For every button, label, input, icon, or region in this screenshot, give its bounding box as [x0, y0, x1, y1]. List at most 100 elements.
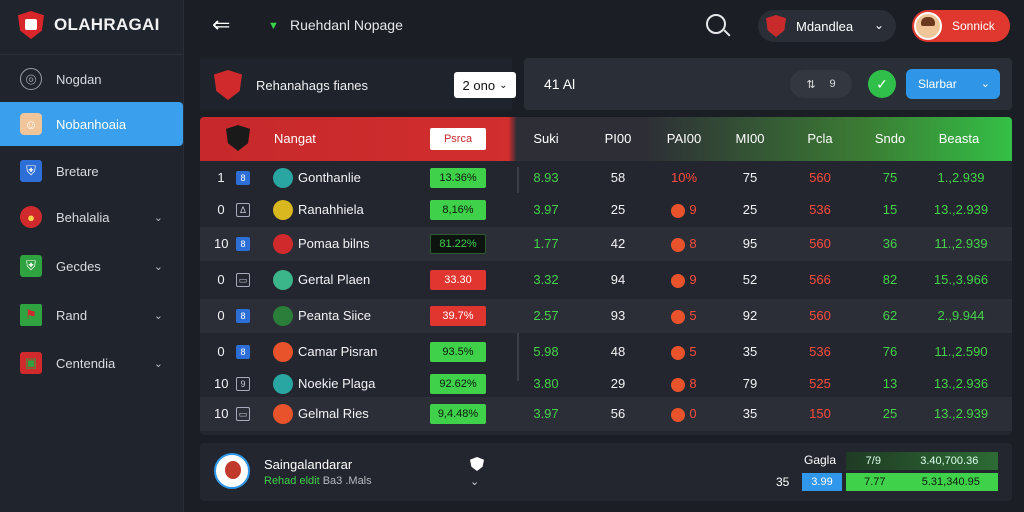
row-team-name[interactable]: Camar Pisran	[298, 344, 378, 359]
col-c2[interactable]: PI00	[604, 131, 632, 146]
footer-panel: Saingalandarar Rehad eldit Ba3 .Mals ⌄ G…	[200, 443, 1012, 501]
sidebar-item-1[interactable]: ☺ Nobanhoaia	[0, 102, 183, 146]
footer-bar-2-a: 3.99	[802, 473, 842, 491]
row-position-badge: 9	[236, 377, 250, 391]
row-c5: 560	[800, 170, 840, 185]
view-toggle-value: 9	[829, 78, 836, 90]
row-c5-value: 536	[809, 344, 831, 359]
back-arrow-icon[interactable]: ⇐	[212, 12, 231, 37]
footer-subtitle: Rehad eldit Ba3 .Mals	[264, 475, 372, 487]
row-team-name[interactable]: Noekie Plaga	[298, 376, 376, 391]
row-c3: 0	[662, 406, 706, 422]
fire-icon	[671, 377, 686, 392]
table-row[interactable]: 0 8 Camar Pisran 93.5% 5.98 48 5 35 536 76 11.,2.5…	[200, 335, 1012, 369]
player-icon: ☺	[20, 113, 42, 135]
col-chip[interactable]: Psrca	[430, 128, 486, 150]
row-rank: 0	[217, 272, 225, 287]
row-c4: 35	[742, 406, 758, 421]
footer-name: Saingalandarar	[264, 457, 353, 472]
row-team-name[interactable]: Ranahhiela	[298, 202, 364, 217]
row-c3-value: 8	[689, 376, 697, 391]
view-toggle[interactable]: ⇅ 9	[790, 70, 852, 98]
brand[interactable]: OLAHRAGAI	[18, 10, 160, 40]
col-c4[interactable]: MI00	[735, 131, 765, 146]
season-select[interactable]: 2 ono ⌄	[454, 72, 516, 98]
row-c3-value: 5	[689, 308, 697, 323]
fire-icon	[671, 203, 686, 218]
row-c1: 5.98	[533, 344, 559, 359]
user-button[interactable]: Sonnick	[912, 10, 1010, 42]
row-c5-value: 560	[809, 236, 831, 251]
col-c5[interactable]: Pcla	[807, 131, 833, 146]
row-c3-value: 0	[689, 406, 697, 421]
row-c5: 536	[800, 202, 840, 217]
sidebar-item-2[interactable]: ⛨ Bretare	[0, 149, 183, 193]
table-row[interactable]: 0 ▭ Gertal Plaen 33.30 3.32 94 9 52 566 82 15.,3.9…	[200, 263, 1012, 297]
standings-table: Nangat Psrca Suki PI00 PAI00 MI00 Pcla S…	[200, 117, 1012, 435]
sidebar-item-label: Bretare	[56, 163, 99, 179]
sidebar-item-label: Gecdes	[56, 258, 101, 274]
row-c3: 8	[662, 376, 706, 392]
table-row[interactable]: 10 ▭ Gelmal Ries 9,4.48% 3.97 56 0 35 150 25 13.,2…	[200, 397, 1012, 431]
row-c3: 10%	[662, 170, 706, 185]
chevron-down-icon[interactable]: ⌄	[470, 476, 480, 488]
sidebar-item-4[interactable]: ⛨ Gecdes ⌄	[0, 244, 183, 288]
team-logo-icon	[273, 200, 293, 220]
table-row[interactable]: 0 8 Peanta Siice 39.7% 2.57 93 5 92 560 62 2.,9.94…	[200, 299, 1012, 333]
fire-icon	[671, 309, 686, 324]
row-team-name[interactable]: Pomaa bilns	[298, 236, 370, 251]
row-team-name[interactable]: Gonthanlie	[298, 170, 361, 185]
row-c6: 13	[882, 376, 898, 391]
confirm-button[interactable]: ✓	[868, 70, 896, 98]
sidebar-item-5[interactable]: ⚑ Rand ⌄	[0, 293, 183, 337]
row-c3-value: 8	[689, 236, 697, 251]
team-logo-icon	[273, 234, 293, 254]
row-c3: 5	[662, 308, 706, 324]
team-crest-icon	[766, 15, 786, 37]
row-rank: 0	[217, 344, 225, 359]
row-percentage: 39.7%	[430, 306, 486, 326]
sidebar-item-3[interactable]: ● Behalalia ⌄	[0, 195, 183, 239]
row-c1: 3.97	[533, 406, 559, 421]
footer-label-2: 35	[776, 475, 790, 489]
sidebar-item-0[interactable]: ◎ Nogdan	[0, 57, 183, 101]
col-team[interactable]: Nangat	[274, 131, 316, 146]
footer-bar-2-b2: 5.31,340.95	[921, 476, 980, 488]
row-team-name[interactable]: Gelmal Ries	[298, 406, 369, 421]
footer-bar-1: 7/9 3.40,700.36	[846, 452, 998, 470]
table-row[interactable]: 10 8 Pomaa bilns 81.22% 1.77 42 8 95 560 36 11.,2.…	[200, 227, 1012, 261]
table-row[interactable]: 0 Δ Ranahhiela 8,16% 3.97 25 9 25 536 15 13.,2.939	[200, 193, 1012, 227]
row-rank: 0	[217, 308, 225, 323]
col-c1[interactable]: Suki	[533, 131, 559, 146]
avatar[interactable]	[214, 453, 250, 489]
team-logo-icon	[273, 270, 293, 290]
row-c1: 2.57	[533, 308, 559, 323]
row-position-badge: Δ	[236, 203, 250, 217]
shield-icon: ⛨	[20, 160, 42, 182]
controls-panel: 41 Al ⇅ 9 ✓ Slarbar ⌄	[524, 58, 1012, 110]
sidebar: OLAHRAGAI ◎ Nogdan ☺ Nobanhoaia ⛨ Bretar…	[0, 0, 184, 512]
col-c6[interactable]: Sndo	[874, 131, 906, 146]
row-c5: 525	[800, 376, 840, 391]
table-row[interactable]: 1 8 Gonthanlie 13.36% 8.93 58 10% 75 560 75 1.,2.9…	[200, 161, 1012, 195]
footer-bar-1-a: 7/9	[865, 455, 881, 467]
row-c5-value: 536	[809, 202, 831, 217]
col-c7[interactable]: Beasta	[938, 131, 980, 146]
search-icon[interactable]	[706, 14, 726, 34]
row-percentage: 13.36%	[430, 168, 486, 188]
sort-select[interactable]: Slarbar ⌄	[906, 69, 1000, 99]
team-logo-icon	[273, 374, 293, 394]
row-team-name[interactable]: Peanta Siice	[298, 308, 371, 323]
team-logo-icon	[273, 306, 293, 326]
col-c3[interactable]: PAI00	[666, 131, 702, 146]
row-c2: 48	[610, 344, 626, 359]
sidebar-item-6[interactable]: ▣ Centendia ⌄	[0, 341, 183, 385]
season-select-value: 2 ono	[462, 77, 496, 93]
row-team-name[interactable]: Gertal Plaen	[298, 272, 371, 287]
team-select[interactable]: Mdandlea ⌄	[758, 10, 896, 42]
row-c2: 42	[610, 236, 626, 251]
check-icon: ✓	[876, 75, 888, 92]
row-c3: 5	[662, 344, 706, 360]
table-row[interactable]: 10 9 Noekie Plaga 92.62% 3.80 29 8 79 525 13 13.,2…	[200, 367, 1012, 401]
row-percentage: 92.62%	[430, 374, 486, 394]
